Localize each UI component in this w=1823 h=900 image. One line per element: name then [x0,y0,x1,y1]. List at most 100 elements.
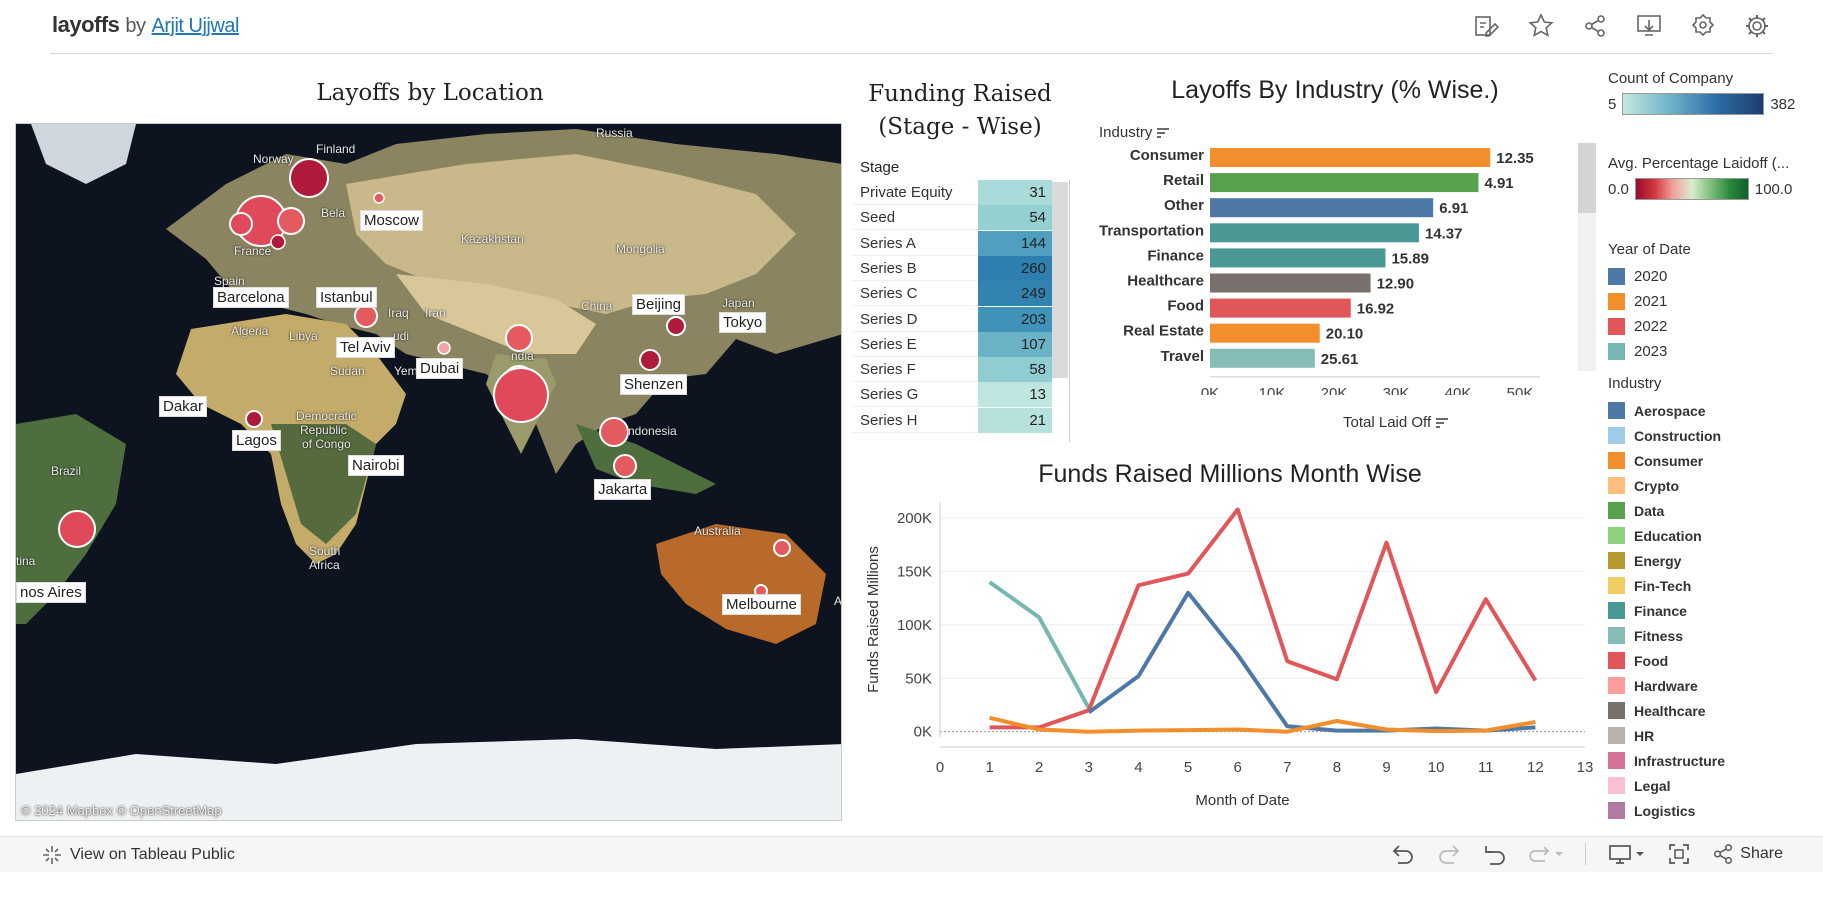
stage-value-cell[interactable]: 203 [978,306,1052,332]
legend-swatch [1608,627,1625,644]
industry-bar[interactable] [1210,248,1386,268]
funds-series-line[interactable] [989,715,1536,734]
stage-row[interactable]: Private Equity 31 [852,180,1052,205]
industry-legend-item[interactable]: Education [1608,523,1725,548]
count-gradient[interactable] [1622,93,1765,115]
stage-row[interactable]: Series G 13 [852,382,1052,408]
funds-series-line[interactable] [988,580,1091,710]
industry-bar[interactable] [1210,323,1320,343]
author-link[interactable]: Arjit Ujjwal [151,15,240,37]
stage-value-cell[interactable]: 31 [978,180,1052,205]
year-legend-item[interactable]: 2022 [1608,314,1691,339]
legend-swatch [1608,268,1625,285]
year-legend-item[interactable]: 2020 [1608,264,1691,289]
industry-bar-chart[interactable]: Consumer 12.35 Retail 4.91 Other 6.91 Transpor… [1080,140,1570,395]
funds-series-line[interactable] [989,507,1538,730]
stage-row[interactable]: Series A 144 [852,230,1052,256]
bar-category-label[interactable]: Finance [1147,247,1204,264]
bar-category-label[interactable]: Healthcare [1127,273,1204,290]
stage-row[interactable]: Series E 107 [852,331,1052,357]
industry-legend-item[interactable]: Hardware [1608,673,1725,698]
download-icon[interactable] [1633,12,1665,40]
map-attribution[interactable]: © 2024 Mapbox © OpenStreetMap [21,803,222,818]
layoffs-map[interactable]: Russia Finland Norway Bela France Spain … [15,123,842,821]
revert-icon[interactable] [1483,843,1507,865]
industry-legend-item[interactable]: Construction [1608,423,1725,448]
total-laid-off-header[interactable]: Total Laid Off [1343,414,1449,431]
industry-legend-item[interactable]: Legal [1608,773,1725,798]
gear-icon[interactable] [1741,12,1773,40]
legend-swatch [1608,402,1625,419]
pct-gradient[interactable] [1634,178,1749,200]
stage-value-cell[interactable]: 58 [978,357,1052,383]
stage-row[interactable]: Seed 54 [852,205,1052,231]
sort-icon[interactable] [1156,127,1170,139]
industry-legend-item[interactable]: Fitness [1608,623,1725,648]
stage-value-cell[interactable]: 13 [978,382,1052,408]
industry-legend-item[interactable]: HR [1608,723,1725,748]
city-label: Tokyo [719,312,767,333]
share-button[interactable]: Share [1712,843,1783,865]
industry-bar[interactable] [1210,173,1479,193]
stage-row[interactable]: Series F 58 [852,357,1052,383]
industry-legend-item[interactable]: Data [1608,498,1725,523]
stage-value-cell[interactable]: 54 [978,205,1052,231]
sort-icon[interactable] [1435,417,1449,429]
device-preview-icon[interactable] [1608,843,1646,865]
industry-legend-item[interactable]: Consumer [1608,448,1725,473]
bar-category-label[interactable]: Consumer [1130,147,1204,164]
stage-value-cell[interactable]: 249 [978,281,1052,307]
bar-category-label[interactable]: Real Estate [1123,323,1204,340]
bar-data-label: 15.89 [1391,250,1429,267]
edit-icon[interactable] [1471,12,1503,40]
industry-legend-item[interactable]: Crypto [1608,473,1725,498]
bar-scrollbar[interactable] [1578,143,1596,213]
stage-value-cell[interactable]: 107 [978,331,1052,357]
stage-value-cell[interactable]: 260 [978,255,1052,281]
bar-category-label[interactable]: Other [1164,197,1204,214]
legend-label: 2020 [1634,268,1668,285]
refresh-icon[interactable] [1529,843,1564,865]
industry-bar[interactable] [1210,223,1419,243]
view-on-tableau-link[interactable]: View on Tableau Public [42,845,235,865]
industry-bar[interactable] [1210,273,1371,293]
legend-label: 2021 [1634,293,1668,310]
industry-axis-header[interactable]: Industry [1099,124,1170,141]
industry-bar[interactable] [1210,348,1315,368]
industry-bar[interactable] [1210,298,1351,318]
industry-bar[interactable] [1210,148,1491,167]
badge-icon[interactable] [1687,12,1719,40]
stage-table[interactable]: Private Equity 31 Seed 54 Series A 144 Series … [852,180,1070,442]
year-legend-item[interactable]: 2021 [1608,289,1691,314]
industry-legend-item[interactable]: Fin-Tech [1608,573,1725,598]
x-tick-label: 0 [936,759,944,776]
industry-legend-item[interactable]: Finance [1608,598,1725,623]
undo-icon[interactable] [1391,843,1415,865]
year-legend-item[interactable]: 2023 [1608,339,1691,364]
share-icon[interactable] [1579,12,1611,40]
industry-legend-item[interactable]: Aerospace [1608,398,1725,423]
bar-category-label[interactable]: Retail [1163,172,1204,189]
star-icon[interactable] [1525,12,1557,40]
industry-legend-item[interactable]: Food [1608,648,1725,673]
stage-row[interactable]: Series H 21 [852,407,1052,433]
stage-value-cell[interactable]: 144 [978,230,1052,256]
bar-category-label[interactable]: Food [1167,298,1204,315]
bar-category-label[interactable]: Transportation [1099,222,1204,239]
stage-row[interactable]: Series B 260 [852,255,1052,281]
industry-legend-item[interactable]: Energy [1608,548,1725,573]
industry-legend-item[interactable]: Infrastructure [1608,748,1725,773]
stage-row[interactable]: Series D 203 [852,306,1052,332]
stage-value-cell[interactable]: 21 [978,407,1052,433]
stage-scrollbar[interactable] [1052,182,1068,378]
fullscreen-icon[interactable] [1668,843,1690,865]
bar-category-label[interactable]: Travel [1161,348,1204,365]
stage-row[interactable]: Series C 249 [852,281,1052,307]
funds-series-line[interactable] [1087,590,1536,733]
industry-legend-item[interactable]: Logistics [1608,798,1725,823]
x-tick-label: 13 [1577,759,1594,776]
industry-bar[interactable] [1210,198,1434,218]
redo-icon[interactable] [1437,843,1461,865]
industry-legend-item[interactable]: Healthcare [1608,698,1725,723]
